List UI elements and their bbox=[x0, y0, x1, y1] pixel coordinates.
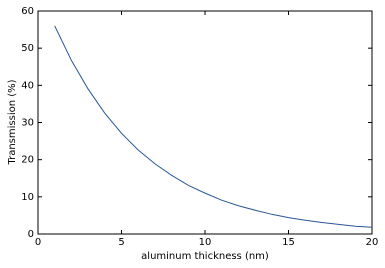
y-tick-label: 0 bbox=[28, 229, 34, 240]
y-tick-label: 20 bbox=[21, 155, 34, 166]
data-line bbox=[54, 25, 373, 228]
x-tick-label: 20 bbox=[366, 237, 379, 248]
x-axis-label: aluminum thickness (nm) bbox=[141, 251, 269, 262]
plot-frame bbox=[37, 10, 373, 235]
y-tick-label: 30 bbox=[21, 118, 34, 129]
y-tick-label: 40 bbox=[21, 80, 34, 91]
x-tick-label: 0 bbox=[35, 237, 41, 248]
y-tick-label: 50 bbox=[21, 43, 34, 54]
y-axis-label: Transmission (%) bbox=[7, 79, 18, 165]
y-tick-label: 60 bbox=[21, 6, 34, 17]
x-tick-label: 10 bbox=[199, 237, 212, 248]
x-tick-label: 5 bbox=[118, 237, 124, 248]
y-tick-label: 10 bbox=[21, 192, 34, 203]
x-tick-label: 15 bbox=[282, 237, 295, 248]
